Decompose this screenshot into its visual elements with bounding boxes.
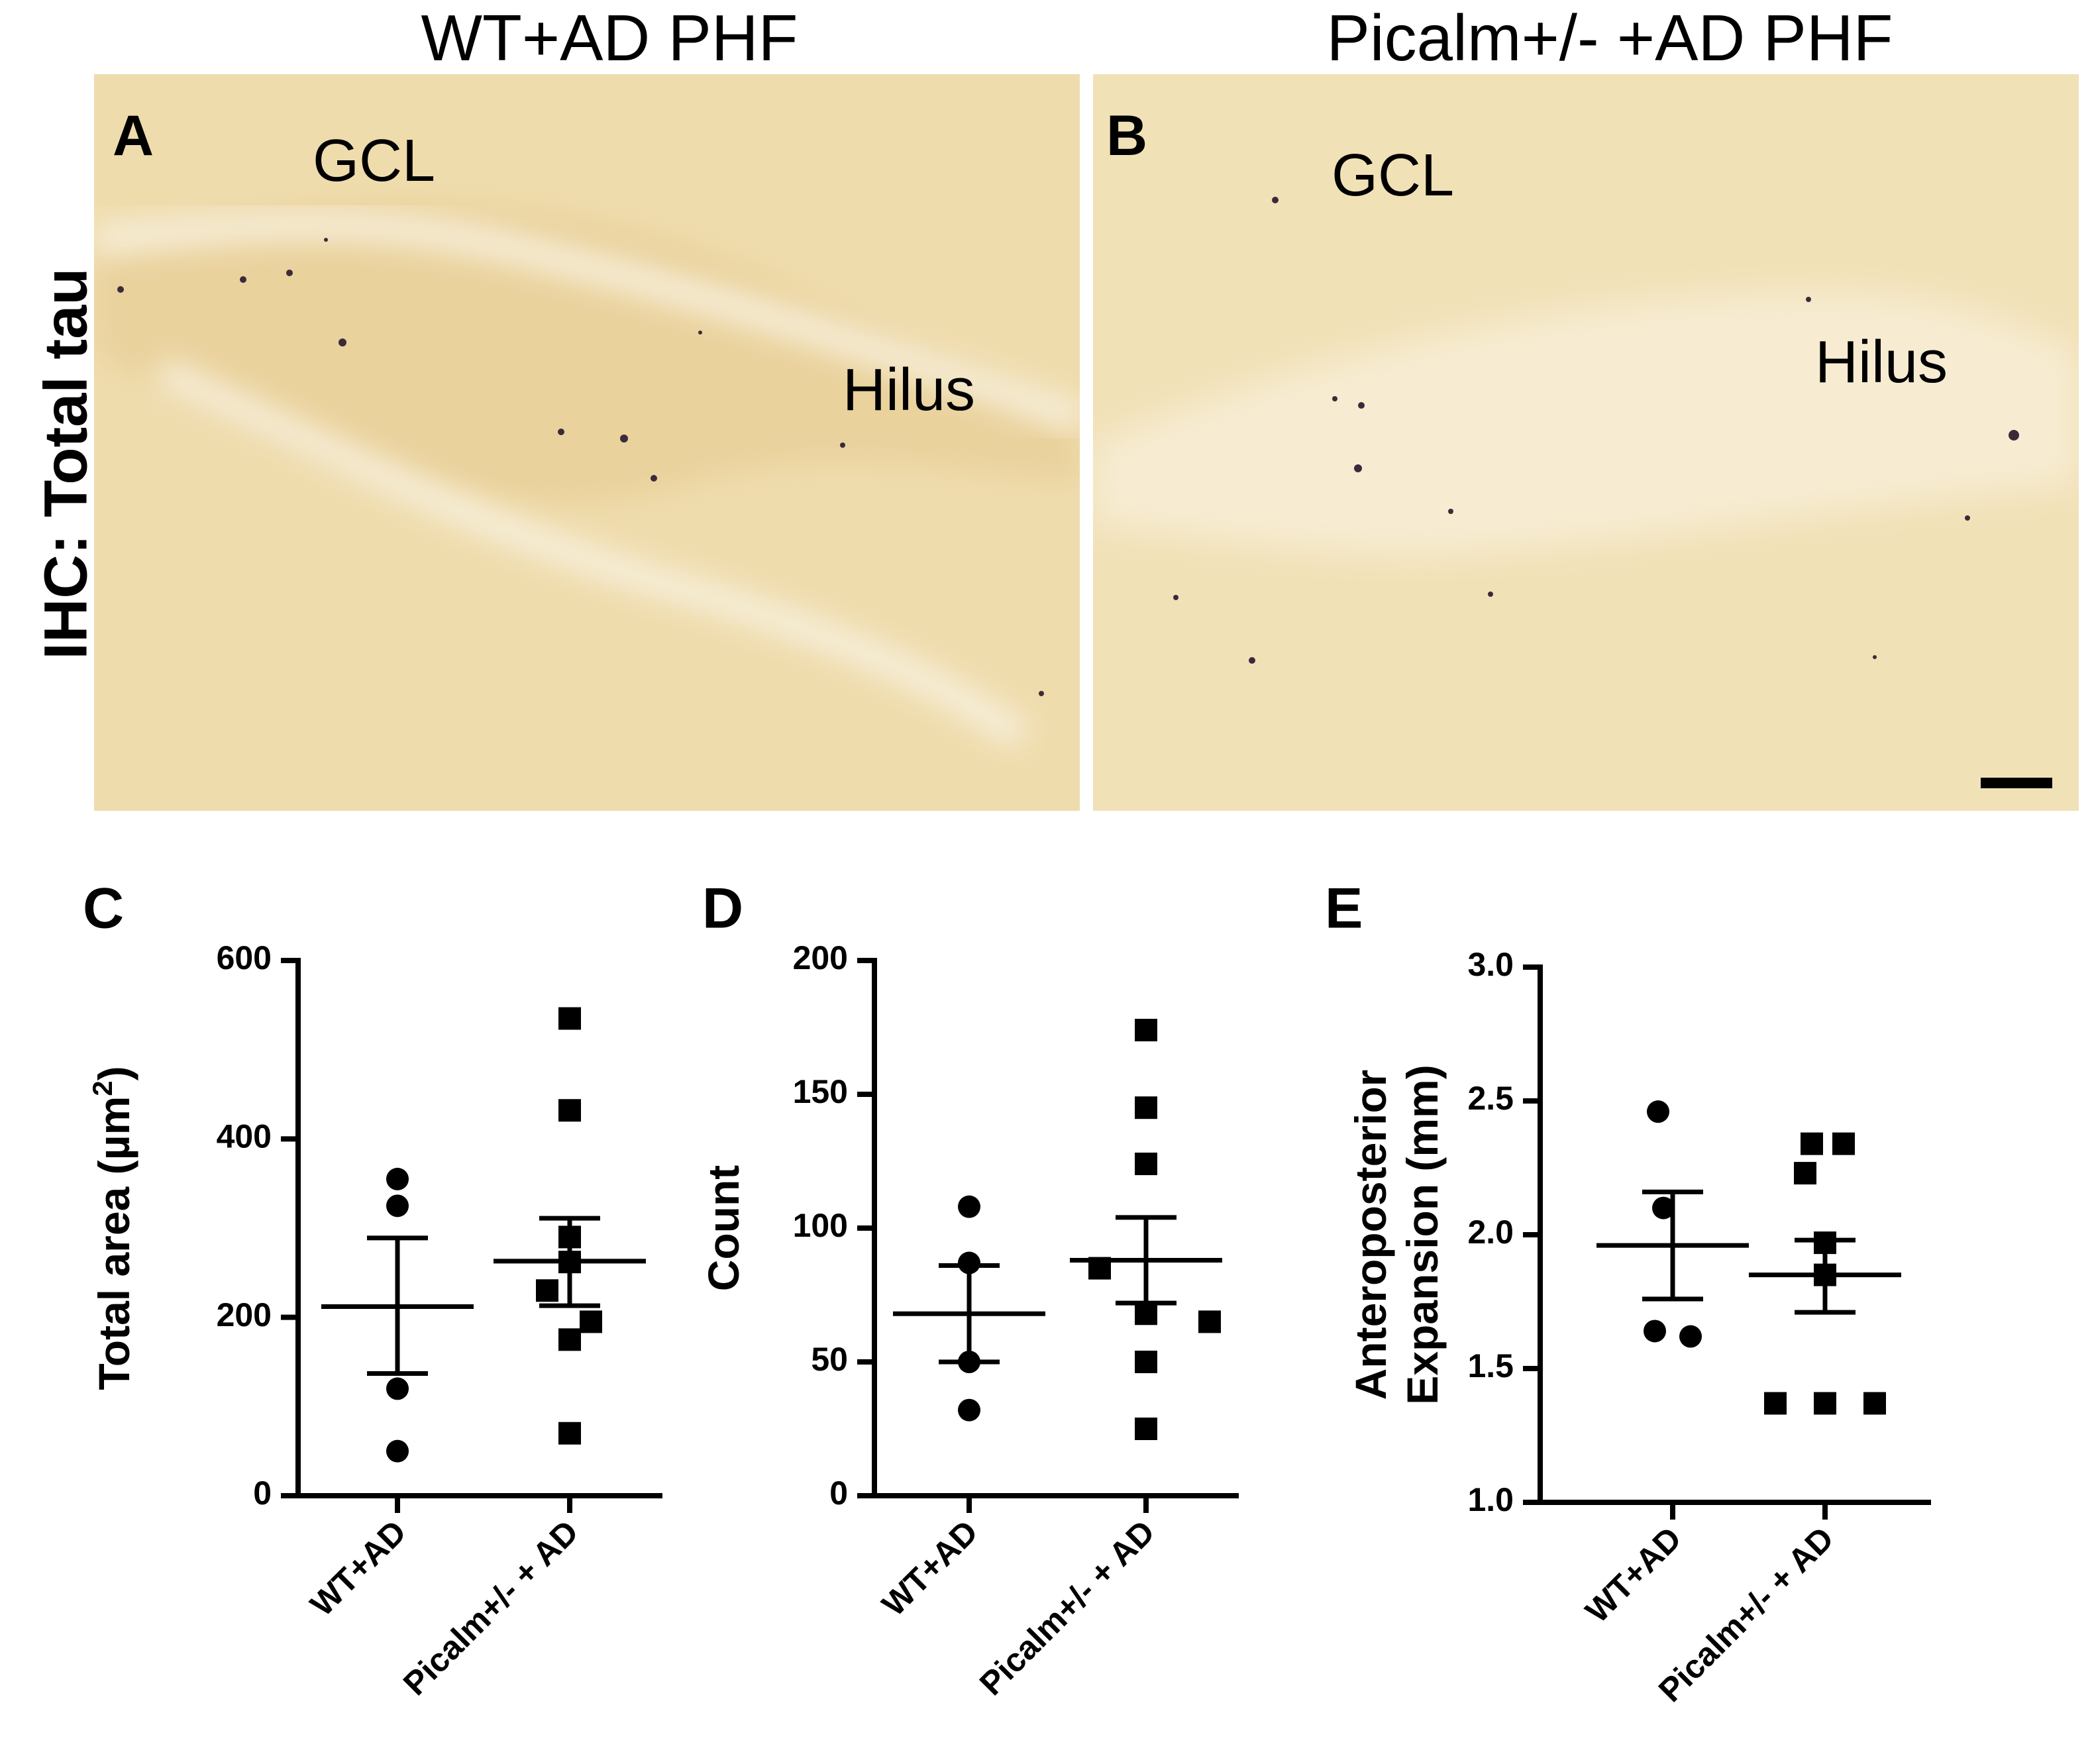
y-axis-label: Count — [699, 1165, 748, 1292]
data-point-circle — [958, 1351, 980, 1373]
data-point-square — [558, 1225, 581, 1249]
data-point-square — [1863, 1392, 1886, 1415]
region-label-hilus: Hilus — [1815, 329, 1948, 395]
data-point-circle — [1679, 1325, 1702, 1348]
data-point-circle — [958, 1251, 980, 1274]
data-point-square — [1832, 1132, 1855, 1155]
data-point-square — [1814, 1231, 1836, 1255]
data-point-square — [1814, 1392, 1836, 1415]
data-point-square — [1814, 1263, 1836, 1286]
x-tick-label: Picalm+/- + AD — [396, 1513, 586, 1702]
y-tick-label: 0 — [253, 1475, 272, 1512]
region-label-hilus: Hilus — [843, 357, 976, 423]
data-point-square — [558, 1007, 581, 1030]
data-point-square — [536, 1279, 558, 1302]
data-point-circle — [958, 1398, 980, 1422]
y-axis-label-superscript: 2 — [87, 1080, 118, 1096]
micrograph-b-texture — [1093, 74, 2079, 811]
data-point-square — [580, 1310, 602, 1333]
region-label-gcl: GCL — [1332, 142, 1455, 209]
data-point-circle — [1644, 1320, 1666, 1343]
data-point-square — [558, 1251, 581, 1274]
y-tick-label: 2.0 — [1467, 1214, 1514, 1251]
panel-letter-d: D — [702, 877, 743, 941]
region-label-gcl: GCL — [313, 128, 436, 194]
data-point-square — [558, 1099, 581, 1122]
x-tick-label: Picalm+/- + AD — [972, 1513, 1162, 1702]
data-point-circle — [1652, 1196, 1675, 1219]
y-axis-label-main: Total area (µm — [89, 1096, 138, 1390]
data-point-square — [1135, 1096, 1157, 1119]
data-point-square — [1794, 1162, 1816, 1185]
y-tick-label: 50 — [811, 1341, 848, 1378]
data-point-square — [1135, 1019, 1157, 1042]
data-point-circle — [1647, 1100, 1669, 1123]
data-point-square — [1135, 1351, 1157, 1373]
micrograph-a-texture — [94, 74, 1080, 811]
data-point-circle — [386, 1377, 409, 1400]
data-point-square — [558, 1422, 581, 1445]
y-tick-label: 200 — [793, 939, 848, 976]
y-tick-label: 1.0 — [1467, 1481, 1514, 1518]
x-tick-label: WT+AD — [874, 1513, 984, 1623]
y-tick-label: 3.0 — [1467, 946, 1514, 983]
y-tick-label: 100 — [793, 1207, 848, 1244]
y-tick-label: 600 — [217, 939, 272, 976]
data-point-circle — [386, 1167, 409, 1190]
data-point-square — [1135, 1153, 1157, 1176]
y-tick-label: 1.5 — [1467, 1347, 1514, 1384]
micrograph-a: A GCL Hilus — [94, 74, 1080, 811]
micrograph-b: B GCL Hilus — [1093, 74, 2079, 811]
x-tick-label: WT+AD — [303, 1513, 413, 1623]
x-tick-label: WT+AD — [1578, 1520, 1688, 1630]
y-tick-label: 200 — [217, 1296, 272, 1333]
y-tick-label: 150 — [793, 1073, 848, 1110]
data-point-square — [1801, 1132, 1823, 1155]
y-axis-label: AnteroposteriorExpansion (mm) — [1346, 1064, 1447, 1404]
data-point-circle — [958, 1195, 980, 1218]
y-axis-label-line: Expansion (mm) — [1398, 1064, 1447, 1404]
data-point-circle — [386, 1194, 409, 1218]
data-point-circle — [386, 1439, 409, 1463]
data-point-square — [1135, 1418, 1157, 1440]
data-point-square — [1135, 1302, 1157, 1325]
y-tick-label: 2.5 — [1467, 1080, 1514, 1117]
panel-letter-a: A — [113, 104, 154, 168]
y-tick-label: 400 — [217, 1118, 272, 1155]
y-tick-label: 0 — [829, 1475, 848, 1512]
data-point-square — [1198, 1310, 1221, 1333]
data-point-square — [1088, 1257, 1111, 1280]
y-axis-label-line: Anteroposterior — [1346, 1070, 1395, 1400]
column-title-wt: WT+AD PHF — [421, 1, 798, 74]
row-title: IHC: Total tau — [32, 268, 100, 660]
data-point-square — [1764, 1392, 1787, 1415]
y-axis-label: Total area (µm2) — [87, 1066, 138, 1390]
panel-letter-b: B — [1106, 104, 1148, 168]
panel-letter-c: C — [83, 877, 124, 941]
panel-letter-e: E — [1325, 877, 1363, 941]
y-axis-label-tail: ) — [89, 1066, 138, 1080]
column-title-picalm: Picalm+/- +AD PHF — [1326, 1, 1893, 74]
data-point-square — [558, 1328, 581, 1351]
scale-bar — [1981, 778, 2052, 788]
